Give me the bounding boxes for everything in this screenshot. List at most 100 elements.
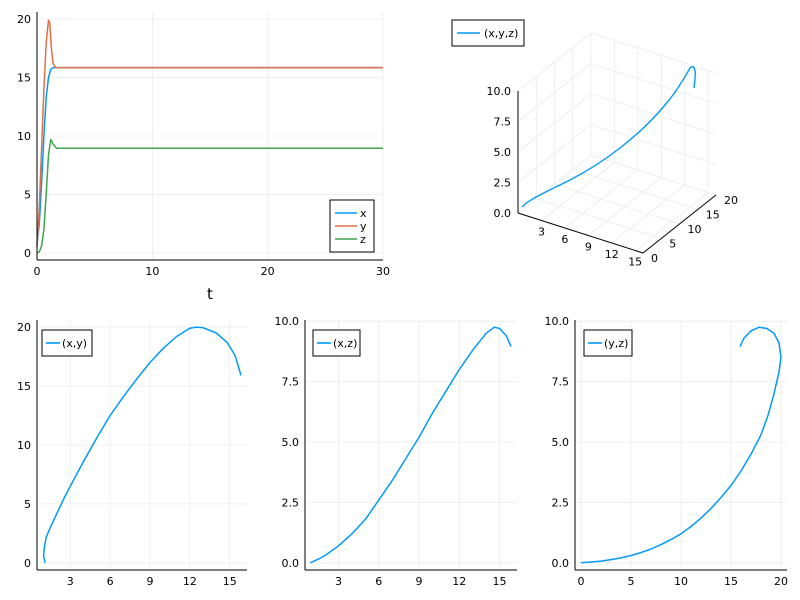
y-tick-label: 20 [17,13,31,26]
grid [305,320,517,570]
x-tick-label: 0 [34,265,41,278]
x-tick-label: 12 [452,575,466,588]
y-tick-label: 20 [17,321,31,334]
z-tick-label: 5.0 [494,146,512,159]
x-tick-label: 20 [261,265,275,278]
grid [575,320,787,570]
x-tick-label: 15 [493,575,507,588]
y-tick-label: 15 [706,209,720,222]
z-tick-label: 10.0 [487,85,512,98]
x-tick-label: 10 [674,575,688,588]
3d-axes [517,91,717,254]
x-tick-label: 5 [628,575,635,588]
x-tick-label: 12 [605,248,619,261]
x-tick-label: 6 [375,575,382,588]
time-series-panel: 0 10 20 30 0 5 10 15 20 t x y z [17,12,390,303]
axes [36,320,247,571]
x-tick-label: 15 [223,575,237,588]
y-tick-label: 0 [24,557,31,570]
x-axis-title: t [207,285,213,303]
trajectory-3d-panel: 3 6 9 12 15 05 10 15 20 0.0 2.5 5.0 7.5 10.0 (x,y,z) [451,19,739,269]
tick-labels: 3 6 9 12 15 0 5 10 15 20 [17,321,237,588]
axes [304,320,517,571]
y-tick-label: 0 [24,247,31,260]
back-wall-gridline [590,93,717,135]
y-tick-label: 0 [651,252,658,265]
side-wall-gridline [517,124,592,183]
z-tick-label: 0.0 [494,207,512,220]
side-wall-gridline [517,154,592,214]
z-tick-label: 7.5 [494,116,512,129]
legend-label-z: z [360,233,366,246]
y-tick-label: 10.0 [275,315,300,328]
x-tick-label: 9 [416,575,423,588]
y-tick-label: 10 [17,439,31,452]
trajectory-3d-line [521,66,696,208]
grid [37,320,247,570]
x-tick-label: 15 [628,256,642,269]
xz-panel: 3 6 9 12 15 0.0 2.5 5.0 7.5 10.0 (x,z) [275,315,517,588]
legend-label-x: x [360,207,367,220]
back-wall-gridline [590,63,717,104]
y-tick-label: 10.0 [545,315,570,328]
series-lines [580,326,782,564]
x-tick-label: 3 [67,575,74,588]
legend: (x,z) [312,329,361,357]
axes [36,12,383,261]
series-line-y [36,19,383,248]
x-tick-label: 0 [578,575,585,588]
3d-tick-labels: 3 6 9 12 15 05 10 15 20 0.0 2.5 5.0 7.5 10.0 [487,85,739,269]
y-tick-label: 2.5 [282,496,300,509]
x-tick-label: 9 [585,241,592,254]
x-tick-label: 6 [561,233,568,246]
y-tick-label: 2.5 [552,496,570,509]
3d-grid [517,32,717,254]
y-tick-label: 10 [688,223,702,236]
series-lines [310,326,512,564]
y-tick-label: 10 [17,130,31,143]
y-tick-label: 15 [17,72,31,85]
y-tick-label: 5 [669,238,676,251]
series-lines [36,19,383,254]
x-tick-label: 3 [335,575,342,588]
floor-gridline [554,183,680,225]
y-tick-label: 0.0 [552,557,570,570]
y-tick-label: 7.5 [552,376,570,389]
side-wall-gridline [517,32,592,92]
floor-gridline [536,198,662,239]
x-tick-label: 6 [107,575,114,588]
legend-label-y: y [360,220,367,233]
legend: x y z [329,199,375,253]
floor-gridline [572,169,698,210]
legend-label-xz: (x,z) [333,337,357,350]
z-tick-label: 2.5 [494,177,512,190]
back-wall-gridline [590,124,717,165]
axes [574,320,787,571]
y-tick-label: 5.0 [552,436,570,449]
y-tick-label: 15 [17,380,31,393]
y-tick-label: 20 [724,194,738,207]
series-line--y-z- [580,326,782,564]
xy-panel: 3 6 9 12 15 0 5 10 15 20 (x,y) [17,320,247,588]
tick-labels: 0 10 20 30 0 5 10 15 20 [17,13,390,278]
back-wall-gridline [590,154,717,196]
side-wall-gridline [517,93,592,153]
legend-label-yz: (y,z) [604,337,628,350]
legend-label-xyz: (x,y,z) [484,27,518,40]
x-axis-line [517,212,644,254]
legend-label-xy: (x,y) [62,337,87,350]
x-tick-label: 9 [146,575,153,588]
legend: (x,y) [41,329,93,357]
x-tick-label: 3 [538,226,545,239]
y-tick-label: 0.0 [282,557,300,570]
series-line--x-z- [310,326,512,564]
x-tick-label: 20 [774,575,788,588]
x-tick-label: 12 [183,575,197,588]
y-axis-line [642,194,717,254]
y-tick-label: 5 [24,188,31,201]
y-tick-label: 5.0 [282,436,300,449]
series-line--x-y- [42,326,242,564]
series-lines [42,326,242,564]
y-tick-label: 5 [24,498,31,511]
